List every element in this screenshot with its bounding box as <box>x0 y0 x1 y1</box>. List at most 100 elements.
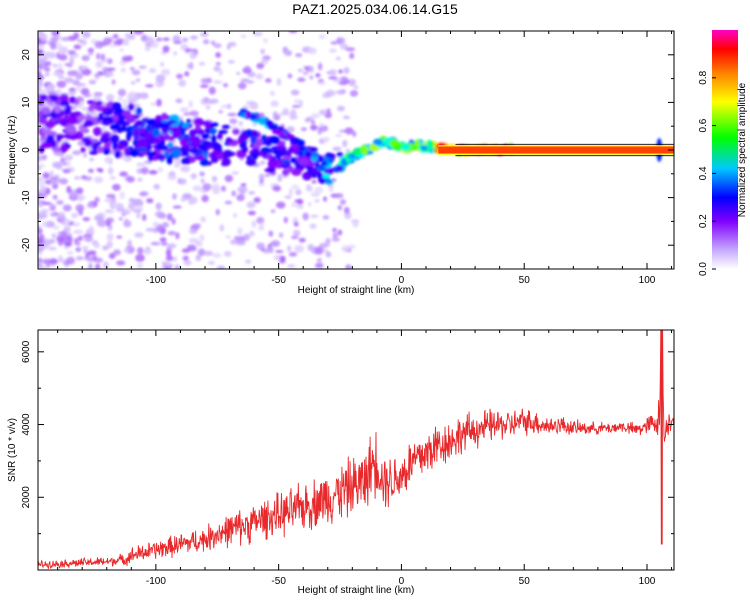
spectrogram-noise-cell <box>210 40 216 46</box>
spectrogram-noise-cell <box>215 62 221 66</box>
spectrogram-noise-cell <box>190 35 198 40</box>
spectrogram-noise-cell <box>102 37 112 46</box>
spectrogram-noise-cell <box>334 193 344 199</box>
spectrogram-noise-cell <box>139 191 148 197</box>
spectrogram-noise-cell <box>87 47 95 53</box>
spectrogram-frame <box>37 30 675 270</box>
spectrogram-ridge-cell <box>144 133 152 141</box>
spectrogram-ridge-cell <box>102 106 108 112</box>
spectrogram-ridge-cell <box>298 157 309 166</box>
spectrogram-noise-cell <box>165 249 172 257</box>
spectrogram-noise-cell <box>81 107 89 111</box>
spectrogram-ridge-cell <box>241 146 249 153</box>
spectrogram-ridge-cell <box>56 116 63 122</box>
spectrogram-noise-cell <box>267 246 274 254</box>
spectrogram-noise-cell <box>208 260 215 265</box>
spectrogram-ridge-cell <box>239 132 246 141</box>
spectrogram-noise-cell <box>190 173 197 180</box>
spectrogram-noise-cell <box>235 240 246 246</box>
spectrogram-ridge-cell <box>229 151 236 157</box>
spectrogram-noise-cell <box>56 88 62 97</box>
spectrogram-noise-cell <box>345 47 356 52</box>
spectrogram-noise-cell <box>148 170 158 175</box>
spectrogram-ridge-cell <box>310 155 318 161</box>
spectrogram-noise-cell <box>131 69 141 76</box>
spectrogram-noise-cell <box>318 109 328 116</box>
spectrogram-noise-cell <box>166 261 171 268</box>
spectrogram-ridge-cell <box>251 151 259 160</box>
spectrogram-ridge-cell <box>201 133 211 140</box>
spectrogram-noise-cell <box>64 62 73 67</box>
spectrogram-ridge-cell <box>218 129 228 135</box>
spectrogram-noise-cell <box>353 85 359 90</box>
spectrogram-noise-cell <box>69 56 75 65</box>
colorbar-tick-label: 0.8 <box>698 70 709 84</box>
spectrogram-noise-cell <box>116 38 124 43</box>
spectrogram-ridge-cell <box>316 166 327 172</box>
spectrogram-noise-cell <box>309 75 314 80</box>
spectrogram-noise-cell <box>310 113 320 119</box>
spectrogram-noise-cell <box>171 218 176 225</box>
spectrogram-noise-cell <box>344 127 354 135</box>
spectrogram-noise-cell <box>253 197 261 204</box>
spectrogram-noise-cell <box>52 71 63 77</box>
colorbar-tick-label: 0.6 <box>698 118 709 132</box>
spectrogram-noise-cell <box>199 171 205 177</box>
spectrogram-noise-cell <box>88 79 97 85</box>
spectrogram-noise-cell <box>322 136 330 142</box>
spectrogram-noise-cell <box>52 63 59 68</box>
colorbar-gradient <box>712 30 738 269</box>
spectrogram-noise-cell <box>76 86 81 92</box>
spectrogram-ridge-cell <box>291 168 302 176</box>
spectrogram-noise-cell <box>329 69 337 76</box>
spectrogram-noise-cell <box>309 65 314 74</box>
spectrogram-noise-cell <box>66 250 74 256</box>
spectrogram-noise-cell <box>186 63 194 69</box>
spectrogram-noise-cell <box>96 219 107 227</box>
spectrogram-noise-cell <box>316 257 322 263</box>
spectrogram-noise-cell <box>172 35 181 43</box>
spectrogram-ridge-cell <box>210 134 217 143</box>
spectrogram-noise-cell <box>224 200 233 205</box>
spectrogram-noise-cell <box>38 164 46 169</box>
spectrogram-noise-cell <box>112 183 121 191</box>
spectrogram-noise-cell <box>298 99 303 108</box>
spectrogram-noise-cell <box>137 177 143 182</box>
spectrogram-noise-cell <box>287 264 296 268</box>
spectrogram-noise-cell <box>283 50 292 57</box>
spectrogram-noise-cell <box>153 183 160 190</box>
y-tick-label: -10 <box>21 190 32 205</box>
spectrogram-ridge-cell <box>116 127 123 134</box>
spectrogram-noise-cell <box>56 42 62 51</box>
spectrogram-noise-cell <box>145 84 154 88</box>
spectrogram-ridge-cell <box>265 153 274 160</box>
spectrogram-noise-cell <box>160 62 165 67</box>
spectrogram-noise-cell <box>139 93 147 99</box>
spectrogram-noise-cell <box>291 202 298 208</box>
spectrogram-noise-cell <box>202 183 212 191</box>
spectrogram-noise-cell <box>133 31 144 35</box>
spectrogram-ridge-cell <box>124 148 130 153</box>
spectrogram-noise-cell <box>172 193 177 200</box>
spectrogram-ridge-cell <box>83 120 94 127</box>
spectrogram-noise-cell <box>256 62 265 70</box>
spectrogram-noise-cell <box>156 98 162 107</box>
spectrogram-ridge-cell <box>117 117 125 126</box>
spectrogram-noise-cell <box>105 217 115 224</box>
spectrogram-noise-cell <box>60 36 71 42</box>
spectrogram-noise-cell <box>325 251 332 258</box>
spectrogram-noise-cell <box>210 183 218 190</box>
spectrogram-noise-cell <box>155 74 166 83</box>
spectrogram-noise-cell <box>48 246 57 251</box>
spectrogram-noise-cell <box>72 150 82 156</box>
spectrogram-noise-cell <box>123 218 129 225</box>
spectrogram-noise-cell <box>159 213 167 219</box>
spectrogram-noise-cell <box>58 54 68 61</box>
spectrogram-noise-cell <box>297 68 303 73</box>
spectrogram-noise-cell <box>178 79 187 87</box>
spectrogram-noise-cell <box>229 125 239 130</box>
spectrogram-noise-cell <box>346 244 356 249</box>
spectrogram-noise-cell <box>280 257 286 261</box>
